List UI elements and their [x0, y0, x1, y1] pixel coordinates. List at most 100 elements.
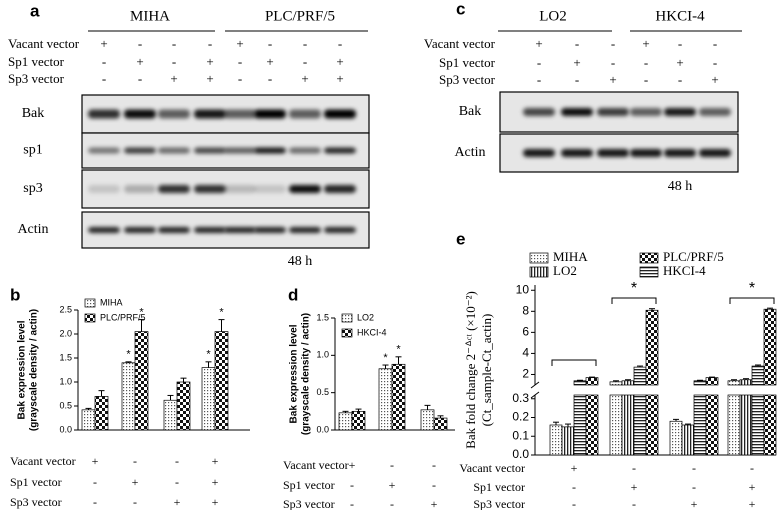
sign: -: [133, 454, 137, 468]
band: [699, 108, 731, 116]
bar: [669, 420, 683, 456]
bar: [705, 394, 719, 456]
sign: -: [432, 478, 436, 492]
bar: [693, 394, 707, 456]
sign: +: [336, 54, 343, 69]
bar: [338, 412, 353, 431]
band: [88, 227, 120, 233]
sign: -: [303, 54, 307, 69]
row-label: Vacant vector: [10, 454, 76, 468]
row-label: Sp3 vector: [8, 71, 65, 86]
axis-break: [530, 391, 540, 399]
bar: [391, 363, 406, 431]
bar: [739, 394, 753, 456]
y-tick-label: 2.5: [59, 304, 72, 314]
sign: -: [172, 54, 176, 69]
sign: -: [350, 497, 354, 510]
sign: -: [632, 461, 636, 475]
y-tick-label: 1.0: [316, 350, 329, 360]
sign: +: [100, 36, 107, 51]
sign: -: [268, 36, 272, 51]
band: [254, 227, 286, 233]
sign: +: [266, 54, 273, 69]
y-axis-label: Bak expression level: [17, 320, 28, 419]
sign: +: [573, 55, 580, 70]
sign: +: [711, 72, 718, 87]
sign: -: [102, 54, 106, 69]
panel-label: b: [10, 285, 20, 304]
band-label: Actin: [17, 222, 48, 237]
band: [254, 109, 286, 119]
band: [88, 147, 120, 154]
sign: +: [212, 475, 219, 489]
sign: -: [632, 497, 636, 510]
sign: -: [575, 72, 579, 87]
sign: -: [692, 461, 696, 475]
bracket: [551, 359, 597, 366]
sign: +: [174, 495, 181, 509]
band: [664, 108, 696, 116]
sign: -: [713, 55, 717, 70]
band: [124, 147, 156, 154]
row-label: Sp3 vector: [283, 497, 335, 510]
sign: +: [389, 478, 396, 492]
y-tick-label: 0.2: [512, 410, 529, 424]
sign: +: [132, 475, 139, 489]
legend-swatch: [639, 266, 659, 278]
row-label: Sp1 vector: [439, 55, 496, 70]
band: [561, 108, 593, 116]
sign: -: [692, 480, 696, 494]
significance: *: [383, 352, 388, 364]
band: [194, 185, 226, 193]
band: [194, 227, 226, 233]
sign: +: [349, 458, 356, 472]
y-tick-label: 1.5: [316, 312, 329, 322]
sign: -: [138, 71, 142, 86]
bar: [681, 424, 695, 456]
time-label: 48 h: [668, 179, 693, 194]
bar: [633, 366, 647, 386]
panel-label: c: [456, 0, 465, 18]
bar: [81, 409, 96, 431]
bar: [751, 394, 765, 456]
band: [324, 185, 356, 193]
sign: -: [172, 36, 176, 51]
sign: -: [390, 458, 394, 472]
sign: +: [749, 480, 756, 494]
y-tick-label: 0.0: [59, 424, 72, 434]
bar: [633, 394, 647, 456]
bar: [609, 394, 623, 456]
sign: -: [575, 36, 579, 51]
significance: *: [139, 307, 144, 319]
significance: *: [396, 344, 401, 356]
y-axis-label: Bak expression level: [289, 324, 300, 423]
y-axis-label: Bak fold change 2⁻ᐞᶜᵗ (×10⁻²): [463, 291, 478, 449]
sign: -: [238, 71, 242, 86]
bar: [134, 331, 149, 431]
bar: [351, 410, 366, 431]
sign: +: [609, 72, 616, 87]
band: [630, 108, 662, 116]
band: [224, 227, 256, 233]
row-label: Sp3 vector: [439, 72, 496, 87]
band: [597, 108, 629, 116]
sign: -: [175, 454, 179, 468]
y-axis-label: (grayscale density / actin): [301, 313, 312, 435]
sign: -: [138, 36, 142, 51]
band-label: Bak: [22, 106, 45, 121]
sign: -: [750, 461, 754, 475]
legend-label: PLC/PRF/5: [663, 249, 724, 264]
sign: +: [170, 71, 177, 86]
band: [194, 147, 226, 154]
bracket: [611, 297, 657, 304]
sign: +: [571, 461, 578, 475]
bar: [621, 380, 635, 386]
bar: [763, 394, 777, 456]
bar: [751, 365, 765, 386]
sign: -: [390, 497, 394, 510]
sign: +: [212, 495, 219, 509]
band: [289, 185, 321, 193]
sign: -: [572, 480, 576, 494]
row-label: Sp1 vector: [473, 480, 525, 494]
